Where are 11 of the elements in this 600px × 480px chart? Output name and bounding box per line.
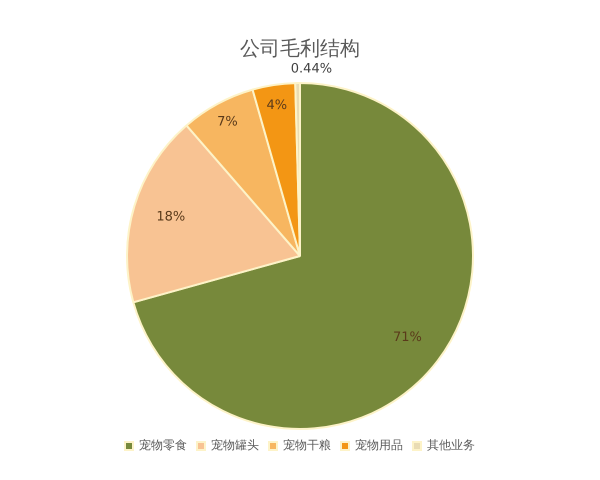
legend-label: 宠物罐头	[211, 438, 259, 452]
chart-title: 公司毛利结构	[240, 36, 360, 60]
data-label: 7%	[217, 114, 238, 130]
legend-label: 宠物零食	[139, 438, 187, 452]
legend-label: 宠物用品	[355, 438, 403, 452]
data-label: 18%	[156, 210, 186, 225]
legend-label: 宠物干粮	[283, 438, 331, 452]
data-label: 71%	[392, 330, 422, 346]
data-label: 0.44%	[290, 61, 332, 76]
legend-label: 其他业务	[427, 438, 475, 452]
data-label: 4%	[266, 98, 288, 113]
